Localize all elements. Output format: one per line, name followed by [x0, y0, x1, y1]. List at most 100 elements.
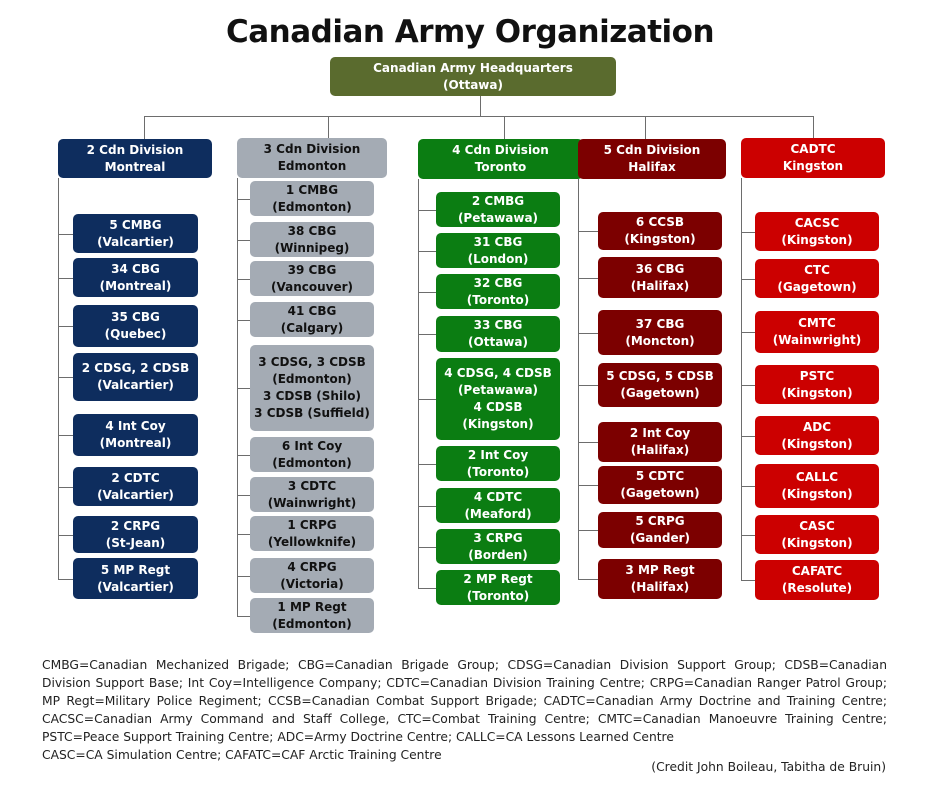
cadtc-header: CADTC Kingston [741, 138, 885, 178]
division-location: Kingston [782, 159, 844, 173]
unit-box: 2 CDTC (Valcartier) [73, 467, 198, 506]
connector-line [237, 616, 250, 617]
unit-box: 1 CRPG (Yellowknife) [250, 516, 374, 551]
unit-label-line: 31 CBG [473, 234, 523, 249]
connector-line [741, 580, 755, 581]
unit-label-line: 5 MP Regt [100, 562, 171, 577]
division-name: CADTC [790, 142, 836, 156]
unit-label-line: 3 CDSB (Suffield) [254, 406, 370, 420]
unit-label-line: (Edmonton) [272, 199, 352, 214]
connector-line [741, 535, 755, 536]
connector-line [418, 251, 436, 252]
unit-box: ADC (Kingston) [755, 416, 879, 455]
unit-label-line: (Ottawa) [468, 335, 528, 349]
connector-line [237, 388, 250, 389]
unit-box: PSTC (Kingston) [755, 365, 879, 404]
unit-label-line: 2 CDSG, 2 CDSB [81, 361, 190, 375]
legend: CMBG=Canadian Mechanized Brigade; CBG=Ca… [42, 656, 887, 764]
unit-label-line: 5 CDSG, 5 CDSB [606, 369, 714, 383]
unit-label-line: (Vancouver) [270, 279, 354, 294]
unit-label-line: (Gagetown) [777, 279, 857, 294]
connector-line [741, 178, 742, 580]
legend-text: CMBG=Canadian Mechanized Brigade; CBG=Ca… [42, 658, 887, 744]
connector-line [741, 279, 755, 280]
unit-label-line: (Halifax) [630, 580, 690, 594]
unit-box: CMTC (Wainwright) [755, 311, 879, 353]
unit-label-line: 1 CMBG [285, 182, 339, 197]
hq-box: Canadian Army Headquarters (Ottawa) [330, 57, 616, 96]
hq-name: Canadian Army Headquarters [373, 60, 573, 75]
hq-location: (Ottawa) [443, 77, 503, 92]
unit-label-line: CACSC [794, 215, 840, 230]
connector-line [418, 506, 436, 507]
unit-label-line: 5 CDTC [635, 469, 685, 483]
unit-label-line: (Montreal) [99, 436, 172, 450]
unit-label-line: 33 CBG [473, 318, 523, 332]
connector-line [578, 442, 598, 443]
unit-box: 39 CBG (Vancouver) [250, 261, 374, 296]
connector-line [418, 292, 436, 293]
unit-box: 2 CMBG (Petawawa) [436, 192, 560, 227]
unit-box: 3 CRPG (Borden) [436, 529, 560, 564]
4-cdn-division-header: 4 Cdn Division Toronto [418, 139, 583, 179]
connector-line [237, 320, 250, 321]
unit-label-line: 3 CDSG, 3 CDSB [258, 355, 366, 369]
unit-label-line: 3 CDTC [287, 478, 337, 493]
unit-label-line: (Toronto) [466, 464, 530, 479]
unit-label-line: (Valcartier) [97, 378, 174, 392]
unit-box: 2 MP Regt (Toronto) [436, 570, 560, 605]
unit-label-line: 32 CBG [473, 275, 523, 290]
connector-line [58, 579, 73, 580]
unit-label-line: CMTC [798, 316, 836, 330]
unit-label-line: (Valcartier) [97, 487, 174, 502]
unit-label-line: (Edmonton) [272, 616, 352, 631]
unit-label-line: (Gander) [629, 531, 691, 545]
unit-label-line: CASC [799, 518, 835, 533]
unit-label-line: (Halifax) [630, 278, 690, 293]
unit-label-line: 5 CRPG [635, 514, 685, 528]
unit-label-line: (Edmonton) [272, 372, 352, 386]
unit-label-line: (Wainwright) [267, 495, 357, 510]
unit-box: 4 CDTC (Meaford) [436, 488, 560, 523]
page-title: Canadian Army Organization [225, 14, 715, 50]
unit-label-line: 34 CBG [111, 261, 160, 276]
connector-line [480, 96, 481, 116]
unit-label-line: 41 CBG [287, 303, 337, 318]
unit-label-line: 4 CDSG, 4 CDSB [444, 366, 552, 380]
unit-label-line: (Victoria) [280, 576, 344, 591]
unit-box: 33 CBG (Ottawa) [436, 316, 560, 352]
connector-line [58, 234, 73, 235]
division-location: Montreal [104, 159, 166, 174]
connector-line [578, 278, 598, 279]
credit: (Credit John Boileau, Tabitha de Bruin) [651, 760, 886, 774]
unit-box: 4 CDSG, 4 CDSB (Petawawa) 4 CDSB (Kingston) [436, 358, 560, 440]
unit-label-line: (Yellowknife) [267, 534, 357, 549]
unit-box: 36 CBG (Halifax) [598, 257, 722, 298]
unit-label-line: CALLC [795, 470, 839, 484]
unit-label-line: (Kingston) [781, 232, 853, 247]
unit-box: 5 CRPG (Gander) [598, 512, 722, 548]
connector-line [58, 535, 73, 536]
unit-label-line: 2 CMBG [471, 193, 525, 208]
unit-label-line: (Moncton) [625, 333, 695, 348]
unit-box: 2 CRPG (St-Jean) [73, 516, 198, 553]
connector-line [144, 116, 814, 117]
connector-line [237, 495, 250, 496]
unit-label-line: (Wainwright) [772, 333, 862, 347]
unit-label-line: 1 MP Regt [277, 599, 347, 614]
connector-line [504, 116, 505, 139]
unit-label-line: 2 MP Regt [463, 571, 533, 586]
unit-label-line: (Calgary) [280, 320, 344, 335]
connector-line [144, 116, 145, 139]
unit-label-line: (Edmonton) [272, 455, 352, 470]
unit-label-line: (Kingston) [624, 232, 696, 246]
unit-label-line: (Kingston) [781, 385, 853, 400]
unit-label-line: 2 CDTC [111, 470, 160, 485]
unit-label-line: (Kingston) [462, 417, 534, 431]
unit-label-line: (Toronto) [466, 292, 530, 307]
unit-label-line: (St-Jean) [105, 535, 166, 550]
connector-line [58, 326, 73, 327]
unit-box: 34 CBG (Montreal) [73, 258, 198, 297]
unit-box: 2 Int Coy (Halifax) [598, 422, 722, 462]
division-location: Toronto [474, 160, 527, 174]
